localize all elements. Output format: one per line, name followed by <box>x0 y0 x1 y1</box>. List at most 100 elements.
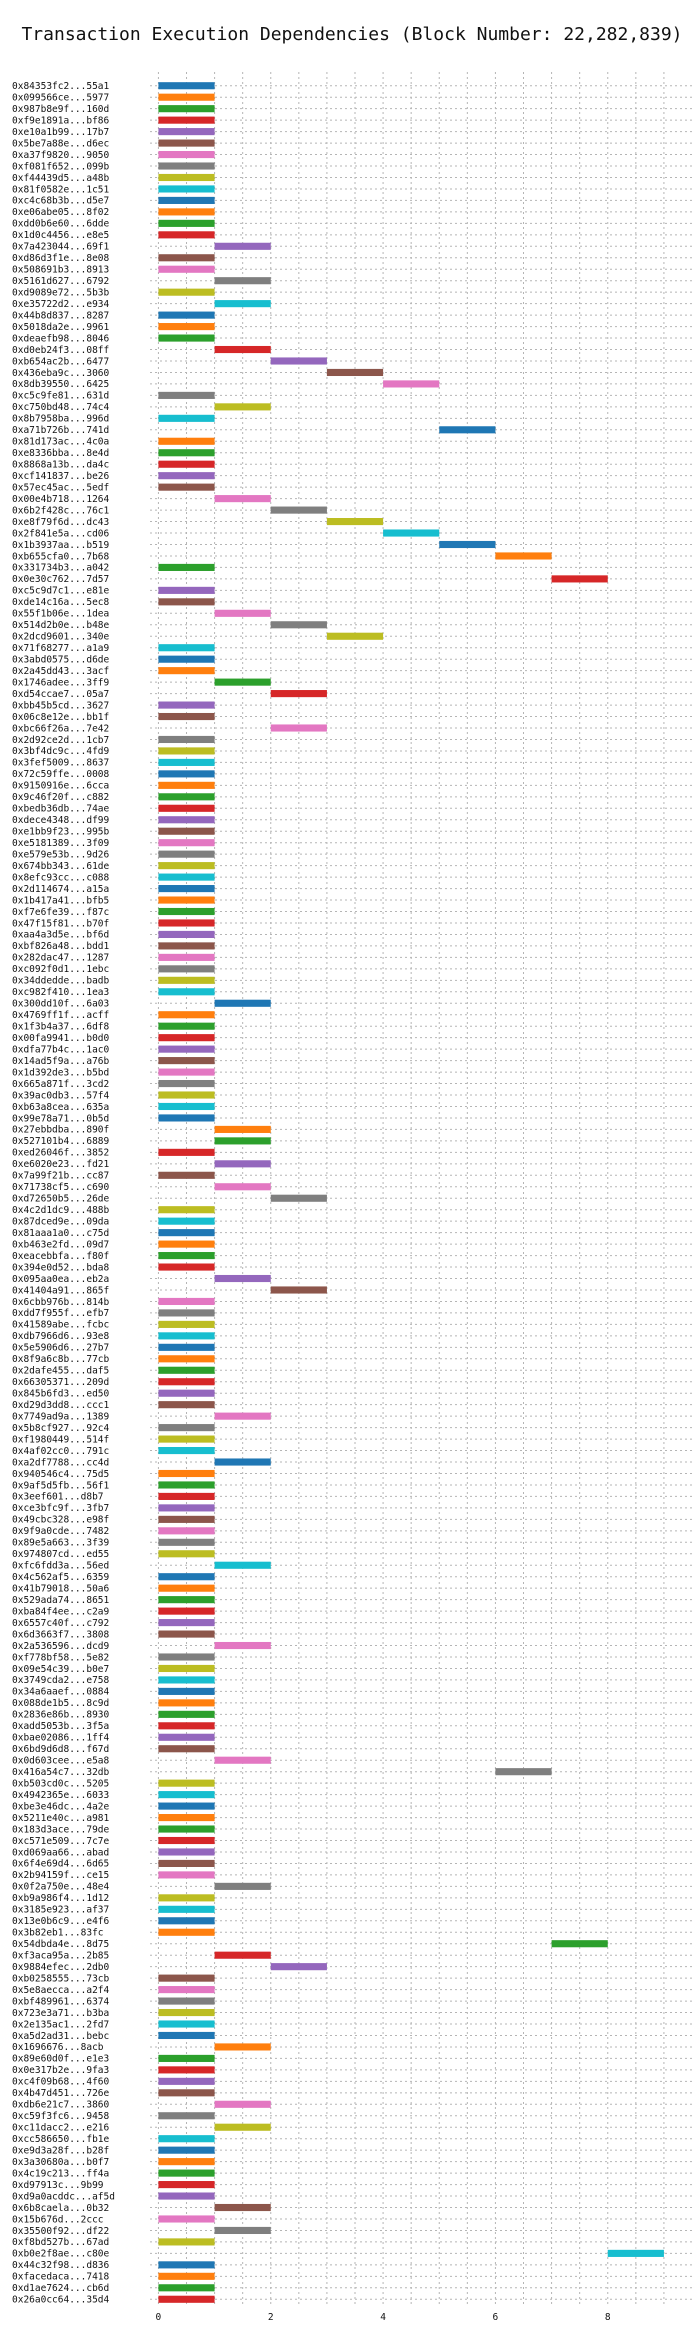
x-tick-label: 8 <box>605 2312 611 2323</box>
transaction-bar <box>158 1814 215 1822</box>
transaction-label: 0x44b8d837...8287 <box>12 310 109 321</box>
transaction-label: 0x282dac47...1287 <box>12 953 109 964</box>
x-tick-label: 6 <box>493 2312 499 2323</box>
transaction-label: 0xe8336bba...8e4d <box>12 448 109 459</box>
transaction-label: 0x2836e86b...8930 <box>12 1710 110 1721</box>
transaction-label: 0xbc66f26a...7e42 <box>12 723 109 734</box>
transaction-label: 0x1f3b4a37...6df8 <box>12 1021 110 1032</box>
transaction-bar <box>158 793 215 801</box>
transaction-label: 0xe6020e23...fd21 <box>12 1159 110 1170</box>
transaction-label: 0x095aa0ea...eb2a <box>12 1274 109 1285</box>
transaction-label: 0x15b676d...2ccc <box>12 2214 104 2225</box>
transaction-bar <box>158 804 215 812</box>
transaction-label: 0xadd5053b...3f5a <box>12 1721 109 1732</box>
transaction-bar <box>158 735 215 744</box>
transaction-bar <box>158 907 215 916</box>
transaction-bar <box>158 781 215 789</box>
transaction-label: 0x987b8e9f...160d <box>12 104 109 115</box>
transaction-label: 0xcc586650...fb1e <box>12 2134 110 2145</box>
transaction-label: 0x674bb343...61de <box>12 861 110 872</box>
transaction-bar <box>158 472 215 480</box>
transaction-bar <box>158 2146 215 2154</box>
transaction-bar <box>214 1641 271 1650</box>
transaction-label: 0x55f1b06e...1dea <box>12 609 109 620</box>
transaction-bar <box>158 2008 215 2017</box>
transaction-label: 0x5e8aecca...a2f4 <box>12 1985 110 1996</box>
transaction-bar <box>551 1940 608 1948</box>
transaction-bar <box>158 655 215 663</box>
transaction-bar <box>158 1366 215 1374</box>
transaction-bar <box>158 1401 215 1409</box>
transaction-bar <box>158 1596 215 1604</box>
x-tick-labels: 0 2 4 6 8 <box>156 2312 611 2323</box>
transaction-bar <box>158 1378 215 1386</box>
transaction-bar <box>158 1011 215 1019</box>
transaction-label: 0xd9a0acddc...af5d <box>12 2191 115 2202</box>
transaction-label: 0xbf489961...6374 <box>12 1996 110 2007</box>
transaction-bar <box>158 93 215 101</box>
transaction-bar <box>158 1699 215 1707</box>
transaction-bar <box>158 2112 215 2120</box>
transaction-bar <box>158 483 215 491</box>
transaction-bar <box>158 816 215 824</box>
transaction-label: 0xa71b726b...741d <box>12 425 109 436</box>
transaction-bar <box>214 2100 271 2108</box>
transaction-bar <box>158 1332 215 1340</box>
x-tick-label: 2 <box>268 2312 274 2323</box>
transaction-label: 0xed26046f...3852 <box>12 1148 109 1159</box>
transaction-bar <box>158 1355 215 1363</box>
transaction-bar <box>158 850 215 858</box>
transaction-bar <box>158 1045 215 1053</box>
transaction-bar <box>158 219 215 227</box>
transaction-label: 0xb63a8cea...635a <box>12 1102 109 1113</box>
transaction-label: 0xe1bb9f23...995b <box>12 827 110 838</box>
transaction-bar <box>158 1791 215 1799</box>
transaction-bar <box>158 827 215 835</box>
transaction-label: 0xf1980449...514f <box>12 1434 109 1445</box>
transaction-label: 0xe9d3a28f...b28f <box>12 2145 109 2156</box>
transaction-label: 0x09e54c39...b0e7 <box>12 1664 109 1675</box>
transaction-label: 0xd069aa66...abad <box>12 1847 109 1858</box>
transaction-label: 0xa5d2ad31...bebc <box>12 2031 109 2042</box>
transaction-bar <box>158 1343 215 1351</box>
transaction-label: 0xf44439d5...a48b <box>12 173 110 184</box>
transaction-label: 0x514d2b0e...b48e <box>12 620 110 631</box>
transaction-bar <box>214 242 271 250</box>
transaction-label: 0x940546c4...75d5 <box>12 1469 109 1480</box>
transaction-bar <box>158 196 215 204</box>
transaction-bar <box>158 82 215 90</box>
transaction-bar <box>495 1768 552 1776</box>
transaction-label: 0x300dd10f...6a03 <box>12 999 109 1010</box>
transaction-label: 0x2e135ac1...2fd7 <box>12 2019 109 2030</box>
transaction-label: 0x6cbb976b...814b <box>12 1297 110 1308</box>
transaction-label: 0xe579e53b...9d26 <box>12 849 110 860</box>
transaction-label: 0xc59f3fc6...9458 <box>12 2111 110 2122</box>
transaction-label: 0x87dced9e...09da <box>12 1216 109 1227</box>
transaction-bar <box>158 2077 215 2085</box>
transaction-label: 0x9af5d5fb...56f1 <box>12 1480 110 1491</box>
transaction-label: 0x35500f92...df22 <box>12 2226 109 2237</box>
transaction-label: 0x81f0582e...1c51 <box>12 184 110 195</box>
transaction-bar <box>158 1745 215 1753</box>
transaction-label: 0xb655cfa0...7b68 <box>12 551 110 562</box>
transaction-label: 0x4b47d451...726e <box>12 2088 110 2099</box>
transaction-bar <box>158 1848 215 1856</box>
transaction-bar <box>158 1619 215 1627</box>
transaction-label: 0x7a423044...69f1 <box>12 242 110 253</box>
transaction-bar <box>270 621 327 629</box>
transaction-bar <box>158 254 215 262</box>
transaction-bar <box>158 942 215 950</box>
transaction-label: 0xdd0b6e60...6dde <box>12 219 110 230</box>
transaction-bar <box>158 288 215 296</box>
transaction-bar <box>158 2215 215 2223</box>
transaction-bar <box>158 1974 215 1982</box>
transaction-bar <box>158 1802 215 1810</box>
transaction-label: 0x3eef601...d8b7 <box>12 1492 104 1503</box>
transaction-label: 0x47f15f81...b70f <box>12 918 109 929</box>
transaction-bar <box>158 667 215 675</box>
transaction-bar <box>158 1710 215 1718</box>
transaction-bar <box>158 1309 215 1317</box>
transaction-label: 0x5018da2e...9961 <box>12 322 110 333</box>
transaction-bar <box>214 1561 271 1569</box>
transaction-label: 0x6d3663f7...3808 <box>12 1629 110 1640</box>
